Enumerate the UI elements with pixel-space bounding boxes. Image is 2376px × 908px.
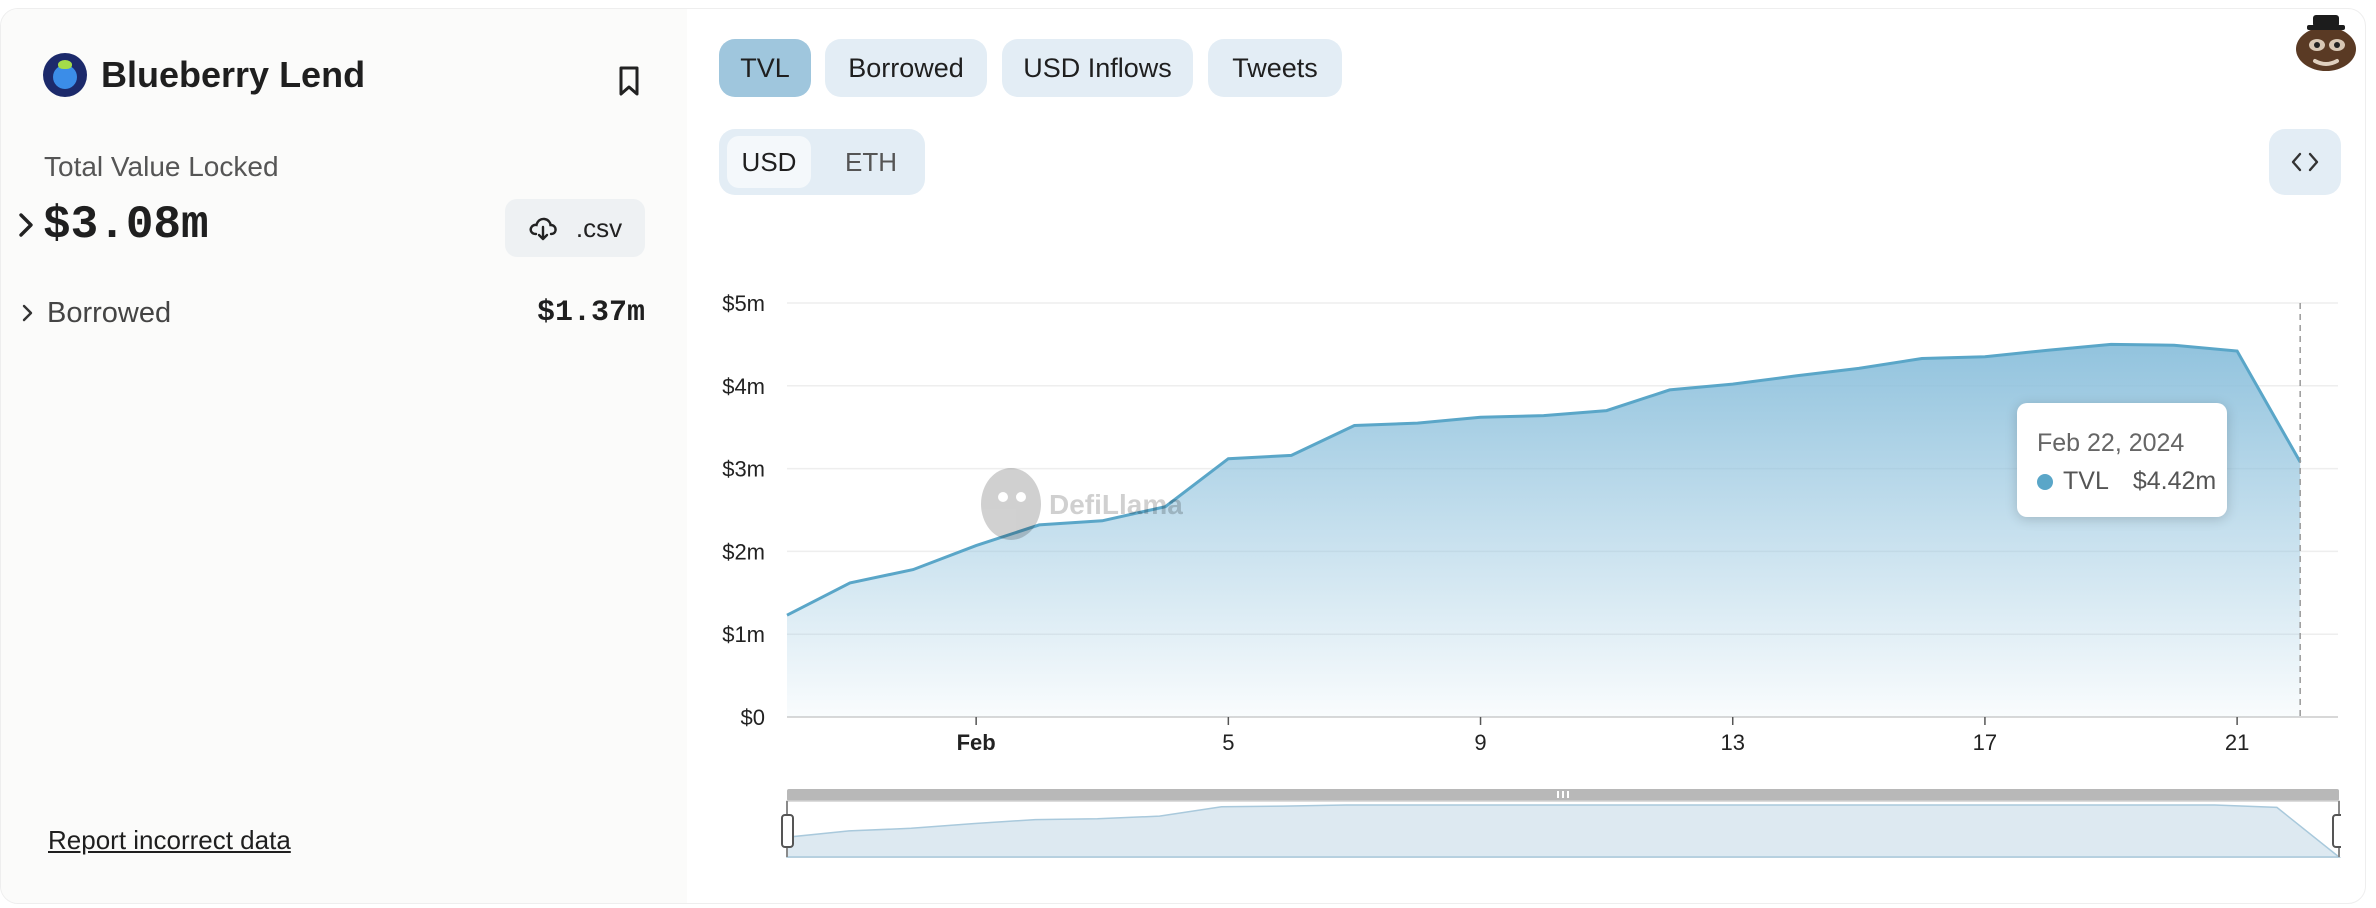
denomination-usd-button[interactable]: USD bbox=[727, 136, 811, 188]
tab-borrowed[interactable]: Borrowed bbox=[825, 39, 987, 97]
report-incorrect-data-link[interactable]: Report incorrect data bbox=[48, 825, 291, 855]
x-tick-label: 17 bbox=[1973, 730, 1997, 755]
tooltip-value: $4.42m bbox=[2132, 467, 2217, 495]
tvl-data-point[interactable] bbox=[1033, 519, 1045, 531]
tvl-data-point[interactable] bbox=[1727, 378, 1739, 390]
code-icon bbox=[2291, 152, 2319, 172]
tooltip-date: Feb 22, 2024 bbox=[2037, 429, 2185, 457]
tvl-data-point[interactable] bbox=[2294, 456, 2306, 468]
download-csv-button[interactable]: .csv bbox=[505, 199, 645, 257]
protocol-header: Blueberry Lend bbox=[43, 53, 365, 97]
embed-chart-button[interactable] bbox=[2269, 129, 2341, 195]
protocol-card: Blueberry Lend Total Value Locked $3.08m… bbox=[0, 8, 2366, 904]
cloud-download-icon bbox=[529, 217, 557, 241]
tvl-data-point[interactable] bbox=[970, 540, 982, 552]
llama-avatar[interactable] bbox=[2293, 9, 2359, 75]
x-tick-label: 21 bbox=[2225, 730, 2249, 755]
tvl-data-point[interactable] bbox=[781, 609, 793, 621]
chart-zoom-brush[interactable] bbox=[691, 789, 2341, 869]
brush-left-handle[interactable] bbox=[781, 814, 794, 848]
tvl-data-point[interactable] bbox=[1790, 370, 1802, 382]
x-tick-label: 5 bbox=[1222, 730, 1234, 755]
tab-tvl[interactable]: TVL bbox=[719, 39, 811, 97]
bookmark-icon[interactable] bbox=[615, 65, 643, 97]
protocol-logo bbox=[43, 53, 87, 97]
y-tick-label: $3m bbox=[722, 457, 765, 482]
tooltip-series-dot bbox=[2037, 473, 2053, 490]
tvl-data-point[interactable] bbox=[1348, 420, 1360, 432]
tooltip-series-name: TVL bbox=[2063, 467, 2109, 495]
tab-usd-inflows[interactable]: USD Inflows bbox=[1002, 39, 1193, 97]
tvl-data-point[interactable] bbox=[1222, 453, 1234, 465]
tvl-data-point[interactable] bbox=[1601, 405, 1613, 417]
tvl-data-point[interactable] bbox=[844, 577, 856, 589]
y-tick-label: $4m bbox=[722, 374, 765, 399]
tvl-data-point[interactable] bbox=[2105, 338, 2117, 350]
borrowed-row[interactable]: Borrowed $1.37m bbox=[19, 293, 645, 333]
brush-right-handle[interactable] bbox=[2332, 814, 2341, 848]
tab-tweets[interactable]: Tweets bbox=[1208, 39, 1342, 97]
borrowed-label: Borrowed bbox=[47, 296, 172, 329]
tvl-data-point[interactable] bbox=[1853, 362, 1865, 374]
tvl-data-point[interactable] bbox=[1664, 384, 1676, 396]
brush-grip-icon bbox=[1557, 791, 1569, 798]
summary-panel: Blueberry Lend Total Value Locked $3.08m… bbox=[1, 9, 687, 903]
denomination-toggle: USD ETH bbox=[719, 129, 925, 195]
tvl-data-point[interactable] bbox=[1979, 351, 1991, 363]
tvl-data-point[interactable] bbox=[1159, 501, 1171, 513]
y-tick-label: $5m bbox=[722, 291, 765, 316]
tvl-data-point[interactable] bbox=[1538, 410, 1550, 422]
brush-preview-area bbox=[786, 804, 2341, 858]
chevron-right-icon[interactable] bbox=[15, 211, 37, 239]
tvl-data-point[interactable] bbox=[2231, 345, 2243, 357]
watermark-text: DefiLlama bbox=[1049, 489, 1183, 520]
borrowed-value: $1.37m bbox=[536, 296, 645, 330]
y-tick-label: $0 bbox=[741, 705, 765, 730]
x-tick-label: 9 bbox=[1474, 730, 1486, 755]
tvl-area bbox=[787, 344, 2301, 717]
tvl-value: $3.08m bbox=[43, 199, 209, 251]
csv-label: .csv bbox=[575, 212, 623, 243]
tvl-data-point[interactable] bbox=[1916, 352, 1928, 364]
y-tick-label: $2m bbox=[722, 539, 765, 564]
tvl-data-point[interactable] bbox=[1096, 515, 1108, 527]
x-tick-label: 13 bbox=[1720, 730, 1744, 755]
tvl-data-point[interactable] bbox=[1475, 411, 1487, 423]
denomination-eth-button[interactable]: ETH bbox=[845, 146, 897, 177]
tvl-line bbox=[786, 342, 2302, 617]
defillama-watermark: DefiLlama bbox=[981, 468, 1183, 540]
tvl-data-point[interactable] bbox=[1411, 417, 1423, 429]
protocol-name: Blueberry Lend bbox=[101, 54, 366, 95]
y-tick-label: $1m bbox=[722, 622, 765, 647]
tvl-data-point[interactable] bbox=[1285, 449, 1297, 461]
tvl-label: Total Value Locked bbox=[44, 151, 279, 182]
chart-tooltip: Feb 22, 2024 TVL $4.42m bbox=[2017, 403, 2227, 517]
tvl-data-point[interactable] bbox=[2042, 344, 2054, 356]
chevron-right-icon bbox=[22, 304, 33, 322]
tvl-data-point[interactable] bbox=[907, 564, 919, 576]
x-tick-label: Feb bbox=[957, 730, 996, 755]
tvl-chart[interactable]: DefiLlama $0 $1m $2m $3m $4m $5m Feb 5 9 13 17 21 bbox=[691, 259, 2341, 779]
tvl-data-point[interactable] bbox=[2168, 339, 2180, 351]
